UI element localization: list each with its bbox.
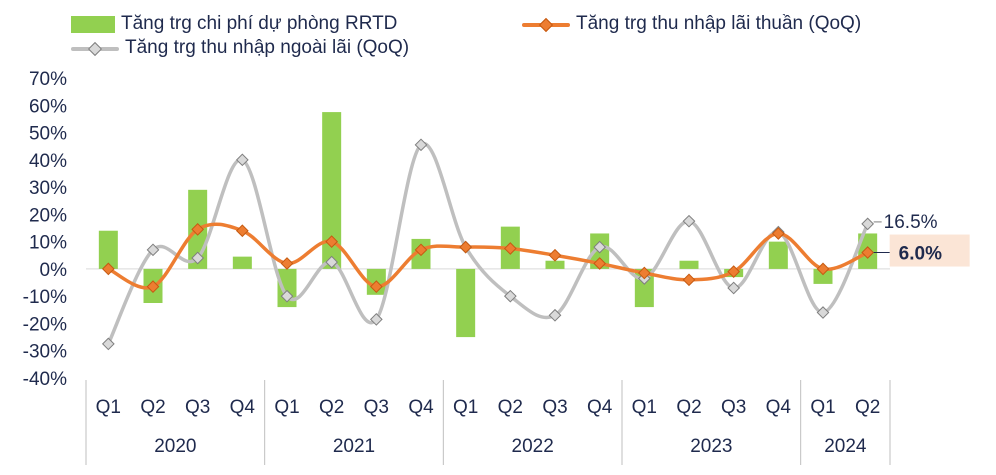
bar [545, 260, 565, 269]
x-tick-label: Q2 [140, 397, 165, 418]
marker-interest-income [503, 242, 517, 255]
marker-non-interest-income [682, 214, 696, 228]
marker-non-interest-income [325, 255, 339, 269]
x-tick-label: Q3 [364, 397, 389, 418]
bar [232, 256, 252, 269]
marker-interest-income [682, 273, 696, 287]
y-tick-label: 30% [29, 178, 67, 199]
y-tick-label: 70% [29, 69, 67, 90]
y-tick-label: 0% [40, 260, 68, 281]
legend-item-provision: Tăng trg chi phí dự phòng RRTD [71, 13, 397, 35]
marker-interest-income [459, 240, 473, 254]
bar [456, 268, 476, 338]
marker-non-interest-income [369, 312, 383, 326]
marker-non-interest-income [861, 217, 875, 231]
x-tick-label: Q1 [453, 397, 478, 418]
y-tick-label: 20% [29, 205, 67, 226]
marker-interest-income [593, 257, 607, 270]
marker-interest-income [325, 235, 339, 249]
x-tick-label: Q4 [766, 397, 792, 418]
series-line-interest-income [107, 222, 869, 290]
y-tick-label: -40% [23, 369, 67, 390]
legend-swatch-gray [71, 40, 119, 57]
marker-non-interest-income [146, 243, 160, 257]
x-tick-label: Q4 [587, 397, 613, 418]
end-label-non-interest-income: 16.5% [884, 212, 938, 233]
y-tick-label: 60% [29, 96, 67, 117]
x-tick-label: Q3 [542, 397, 567, 418]
x-tick-label: Q1 [96, 397, 121, 418]
bar [679, 260, 699, 269]
x-tick-label: Q2 [319, 397, 344, 418]
end-label-interest-income: 6.0% [899, 244, 942, 265]
bar [322, 112, 342, 269]
x-tick-label: Q2 [676, 397, 701, 418]
y-tick-label: 50% [29, 124, 67, 145]
legend-swatch-green [71, 15, 115, 33]
x-tick-label: Q1 [632, 397, 657, 418]
marker-interest-income [369, 280, 383, 294]
legend-label-provision: Tăng trg chi phí dự phòng RRTD [121, 13, 398, 34]
bar [813, 268, 833, 284]
y-tick-label: -10% [23, 287, 67, 308]
legend-label-non-interest-income: Tăng trg thu nhập ngoài lãi (QoQ) [125, 37, 410, 58]
x-tick-label: Q4 [230, 397, 256, 418]
marker-interest-income [191, 222, 205, 236]
x-tick-label: Q1 [810, 397, 835, 418]
marker-non-interest-income [101, 337, 115, 351]
year-label: 2021 [333, 436, 375, 457]
marker-interest-income [101, 262, 115, 276]
bar [768, 241, 788, 269]
year-label: 2022 [512, 436, 554, 457]
marker-interest-income [637, 266, 651, 280]
marker-non-interest-income [235, 153, 249, 167]
x-tick-label: Q1 [274, 397, 299, 418]
series-line-non-interest-income [106, 142, 870, 345]
year-label: 2023 [690, 436, 732, 457]
year-label: 2024 [824, 436, 867, 457]
marker-interest-income [861, 246, 875, 259]
marker-interest-income [414, 243, 428, 257]
y-tick-label: 10% [29, 233, 67, 254]
marker-non-interest-income [503, 289, 517, 303]
marker-non-interest-income [191, 251, 205, 265]
x-tick-label: Q3 [721, 397, 746, 418]
x-tick-label: Q3 [185, 397, 210, 418]
y-tick-label: -20% [23, 314, 67, 335]
marker-interest-income [816, 262, 830, 276]
marker-interest-income [548, 248, 562, 262]
legend-label-interest-income: Tăng trg thu nhập lãi thuần (QoQ) [576, 13, 862, 34]
marker-interest-income [280, 257, 294, 270]
marker-non-interest-income [280, 289, 294, 303]
x-tick-label: Q2 [855, 397, 880, 418]
end-label-bg-orange [889, 234, 970, 267]
marker-non-interest-income [414, 138, 428, 152]
legend-item-non-interest-income: Tăng trg thu nhập ngoài lãi (QoQ) [71, 37, 409, 59]
marker-interest-income [727, 265, 741, 279]
marker-interest-income [771, 227, 785, 240]
marker-non-interest-income [727, 281, 741, 295]
bar [98, 230, 118, 269]
y-tick-label: -30% [23, 342, 67, 363]
year-label: 2020 [154, 436, 196, 457]
marker-non-interest-income [548, 308, 562, 322]
x-tick-label: Q2 [498, 397, 523, 418]
x-tick-label: Q4 [408, 397, 434, 418]
legend-item-interest-income: Tăng trg thu nhập lãi thuần (QoQ) [522, 13, 861, 35]
y-tick-label: 40% [29, 151, 67, 172]
marker-interest-income [235, 224, 249, 238]
legend-swatch-orange [522, 16, 570, 33]
marker-interest-income [146, 280, 160, 294]
marker-non-interest-income [593, 240, 607, 254]
marker-non-interest-income [816, 306, 830, 319]
